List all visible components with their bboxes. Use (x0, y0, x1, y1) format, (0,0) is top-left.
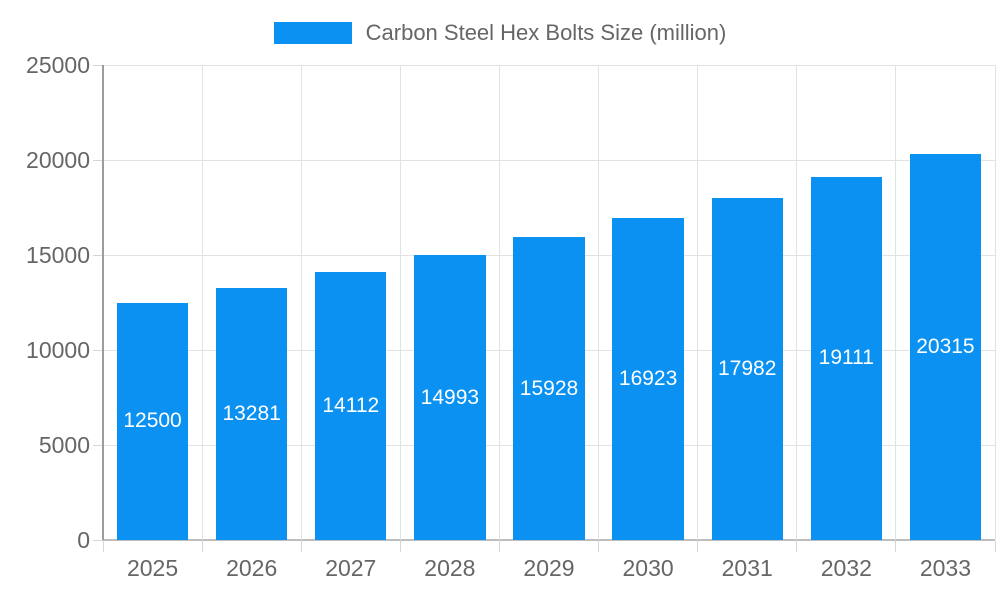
x-axis-tick-label: 2030 (622, 555, 674, 581)
y-axis-tick (93, 539, 103, 541)
bar[interactable]: 20315 (909, 154, 982, 540)
vertical-gridline (895, 65, 897, 540)
vertical-gridline (201, 65, 203, 540)
bar[interactable]: 12500 (116, 302, 189, 540)
x-axis-tick-label: 2031 (721, 555, 773, 581)
x-axis-tick-label: 2032 (820, 555, 872, 581)
horizontal-gridline (103, 64, 995, 66)
y-axis-tick-label: 5000 (38, 432, 90, 458)
bar-value-label: 19111 (818, 346, 874, 370)
bar-value-label: 17982 (718, 357, 777, 381)
vertical-gridline (399, 65, 401, 540)
bar-value-label: 12500 (123, 409, 182, 433)
vertical-gridline (598, 65, 600, 540)
x-axis-tick (895, 541, 897, 552)
vertical-gridline (300, 65, 302, 540)
bar[interactable]: 17982 (711, 198, 783, 540)
bar-value-label: 14993 (420, 385, 480, 409)
x-axis-tick-label: 2025 (126, 555, 179, 581)
bar[interactable]: 15928 (513, 237, 585, 540)
y-axis-tick (93, 444, 103, 446)
bar[interactable]: 16923 (612, 218, 684, 540)
x-axis-tick (994, 541, 996, 552)
legend-item[interactable]: Carbon Steel Hex Bolts Size (million) (0, 21, 1000, 45)
vertical-gridline (994, 65, 996, 540)
vertical-gridline (796, 65, 798, 540)
y-axis-line (102, 65, 104, 540)
bar[interactable]: 13281 (215, 287, 288, 540)
x-axis-tick (399, 541, 401, 552)
bar-value-label: 13281 (222, 401, 281, 425)
legend-swatch (273, 22, 352, 44)
x-axis-tick-label: 2033 (919, 555, 972, 581)
y-axis-tick-label: 10000 (26, 337, 90, 363)
bar-value-label: 16923 (618, 367, 678, 391)
horizontal-gridline (103, 159, 995, 161)
bar-value-label: 20315 (916, 334, 975, 358)
bar-value-label: 15928 (519, 376, 579, 400)
x-axis-tick-label: 2029 (523, 555, 575, 581)
bar-value-label: 14112 (322, 393, 380, 417)
vertical-gridline (697, 65, 699, 540)
x-axis-tick-label: 2028 (424, 555, 476, 581)
x-axis-tick (300, 541, 302, 552)
bar[interactable]: 14112 (315, 271, 387, 540)
x-axis-tick-label: 2027 (325, 555, 377, 581)
x-axis-tick (498, 541, 500, 552)
bar[interactable]: 14993 (414, 255, 486, 540)
y-axis-tick-label: 25000 (26, 52, 90, 78)
y-axis-tick-label: 15000 (26, 242, 90, 268)
y-axis-tick-label: 20000 (26, 147, 90, 173)
x-axis-tick-label: 2026 (226, 555, 278, 581)
y-axis-tick-label: 0 (77, 527, 90, 553)
x-axis-tick (796, 541, 798, 552)
x-axis-line (103, 539, 995, 541)
legend-label: Carbon Steel Hex Bolts Size (million) (365, 20, 727, 45)
bar[interactable]: 19111 (810, 176, 882, 540)
vertical-gridline (498, 65, 500, 540)
x-axis-tick (102, 541, 104, 552)
y-axis-labels: 0 5000 10000 15000 20000 25000 (0, 53, 90, 552)
plot-area: 12500 13281 14112 14993 15928 16923 17982 19111… (93, 64, 996, 552)
y-axis-tick (93, 254, 103, 256)
x-axis-tick (697, 541, 699, 552)
y-axis-tick (93, 64, 103, 66)
y-axis-tick (93, 159, 103, 161)
x-axis-tick (201, 541, 203, 552)
x-axis-tick (598, 541, 600, 552)
y-axis-tick (93, 349, 103, 351)
